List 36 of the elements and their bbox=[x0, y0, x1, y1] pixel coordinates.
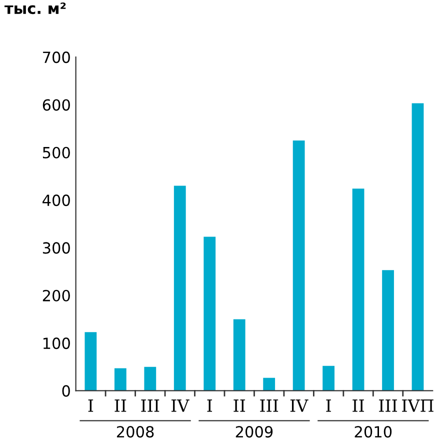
text: 2010 bbox=[354, 426, 392, 438]
text: 2008 bbox=[116, 426, 154, 438]
x-tick-label: IV bbox=[171, 400, 190, 412]
bar bbox=[412, 103, 424, 391]
bar bbox=[233, 319, 246, 391]
bar bbox=[382, 270, 394, 391]
x-tick-label: III bbox=[379, 400, 397, 412]
bar bbox=[144, 366, 156, 391]
y-axis-title: тыс. м² bbox=[4, 2, 66, 14]
x-tick-label: III bbox=[141, 400, 160, 412]
y-tick-label: 100 bbox=[43, 338, 70, 350]
y-tick-label: 200 bbox=[42, 290, 70, 302]
bar bbox=[263, 378, 276, 391]
x-tick-label: I bbox=[207, 400, 212, 412]
bar bbox=[322, 366, 334, 391]
bar bbox=[174, 186, 186, 391]
bar bbox=[292, 140, 305, 391]
x-tick-label: II bbox=[352, 400, 364, 412]
bar bbox=[114, 368, 126, 391]
x-tick-label: II bbox=[234, 400, 246, 412]
bar bbox=[84, 332, 97, 391]
bar bbox=[204, 236, 216, 391]
x-tick-label: IV bbox=[290, 400, 308, 412]
x-tick-label: III bbox=[260, 400, 278, 412]
bar bbox=[352, 188, 364, 391]
y-tick-label: 500 bbox=[42, 146, 70, 158]
x-tick-label: IVП bbox=[402, 400, 434, 412]
y-tick-label: 300 bbox=[42, 242, 70, 254]
x-tick-label: I bbox=[88, 400, 94, 412]
x-tick-label: II bbox=[114, 400, 126, 412]
x-tick-label: I bbox=[326, 400, 331, 412]
y-tick-label: 400 bbox=[42, 194, 70, 206]
y-tick-label: 700 bbox=[43, 52, 70, 64]
text: 2009 bbox=[236, 426, 273, 438]
y-tick-label: 600 bbox=[42, 99, 70, 111]
y-tick-label: 0 bbox=[62, 385, 70, 397]
